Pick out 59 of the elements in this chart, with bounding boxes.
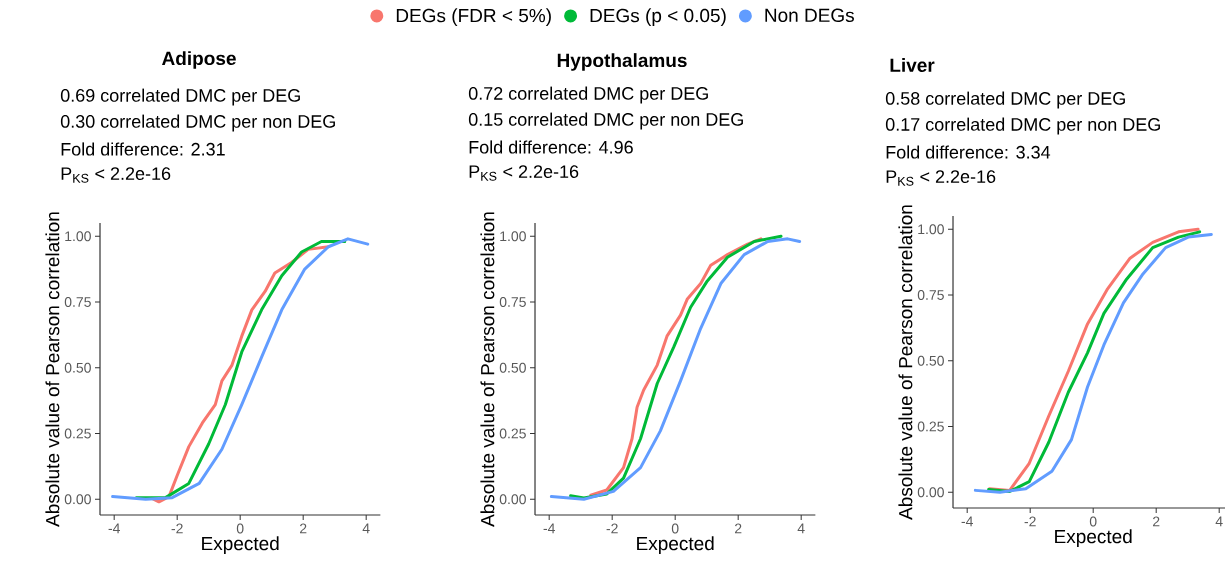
y-tick-label: 0.50	[917, 355, 944, 366]
text: 0.69 correlated DMC per DEG	[60, 88, 300, 106]
text: 0.15 correlated DMC per non DEG	[468, 112, 743, 130]
text: Fold difference: 2.31	[61, 142, 225, 156]
text: Fold difference: 3.34	[886, 145, 1051, 159]
x-tick-label: 2	[299, 523, 307, 534]
y-tick-label: 0.25	[499, 428, 526, 439]
chart-title: Hypothalamus	[557, 53, 687, 71]
y-tick-label: 0.50	[499, 362, 526, 373]
x-axis-title: Expected	[637, 536, 714, 555]
legend-label: Non DEGs	[765, 8, 854, 23]
chart-title: Liver	[890, 58, 935, 72]
text: 0.58 correlated DMC per DEG	[885, 91, 1125, 109]
x-tick-label: 2	[735, 523, 742, 534]
x-tick-label: -2	[606, 523, 618, 534]
line-series	[549, 237, 802, 501]
y-tick-label: 0.00	[917, 487, 944, 498]
y-tick-label: 0.25	[64, 428, 91, 439]
chart-title: Adipose	[162, 51, 236, 69]
x-axis-title: Expected	[202, 536, 279, 555]
x-tick-label: -4	[543, 523, 555, 534]
y-tick-label: 0.75	[917, 290, 944, 300]
x-tick-label: 4	[797, 523, 805, 534]
x-tick-label: 4	[362, 523, 370, 534]
y-tick-label: 1.00	[918, 224, 944, 235]
y-tick-label: 0.25	[917, 421, 944, 432]
x-tick-label: 0	[671, 523, 679, 534]
line-series	[589, 237, 763, 497]
y-tick-label: 0.00	[499, 494, 526, 505]
y-axis-title: Absolute value of Pearson correlation	[898, 205, 913, 520]
y-tick-label: 0.50	[64, 362, 91, 373]
text: P$_{KS}$ < 2.2e-16	[61, 167, 171, 183]
y-axis-title: Absolute value of Pearson correlation	[45, 212, 60, 527]
x-tick-label: 0	[1089, 516, 1097, 527]
y-tick-label: 1.00	[500, 231, 526, 242]
x-tick-label: -2	[171, 523, 183, 534]
legend-label: DEGs (p < 0.05)	[590, 8, 726, 27]
legend-label: DEGs (FDR < 5%)	[396, 8, 551, 27]
x-axis-title: Expected	[1055, 529, 1132, 548]
line-series	[111, 237, 370, 501]
x-tick-label: 4	[1215, 516, 1223, 527]
text: P$_{KS}$ < 2.2e-16	[469, 165, 579, 181]
x-tick-label: 2	[1153, 516, 1160, 527]
y-tick-label: 0.75	[499, 297, 526, 307]
text: Fold difference: 4.96	[469, 140, 633, 154]
x-tick-label: -4	[108, 523, 120, 534]
y-tick-label: 1.00	[65, 231, 91, 242]
text: 0.72 correlated DMC per DEG	[468, 86, 708, 104]
x-tick-label: -2	[1024, 516, 1036, 527]
x-tick-label: -4	[961, 516, 973, 527]
line-series	[569, 234, 783, 500]
text: P$_{KS}$ < 2.2e-16	[886, 170, 996, 186]
y-tick-label: 0.00	[64, 494, 91, 505]
y-tick-label: 0.75	[64, 297, 91, 307]
y-axis-title: Absolute value of Pearson correlation	[480, 212, 495, 527]
text: 0.30 correlated DMC per non DEG	[60, 114, 335, 132]
text: 0.17 correlated DMC per non DEG	[885, 117, 1160, 135]
line-series	[134, 239, 347, 500]
x-tick-label: 0	[236, 523, 244, 534]
